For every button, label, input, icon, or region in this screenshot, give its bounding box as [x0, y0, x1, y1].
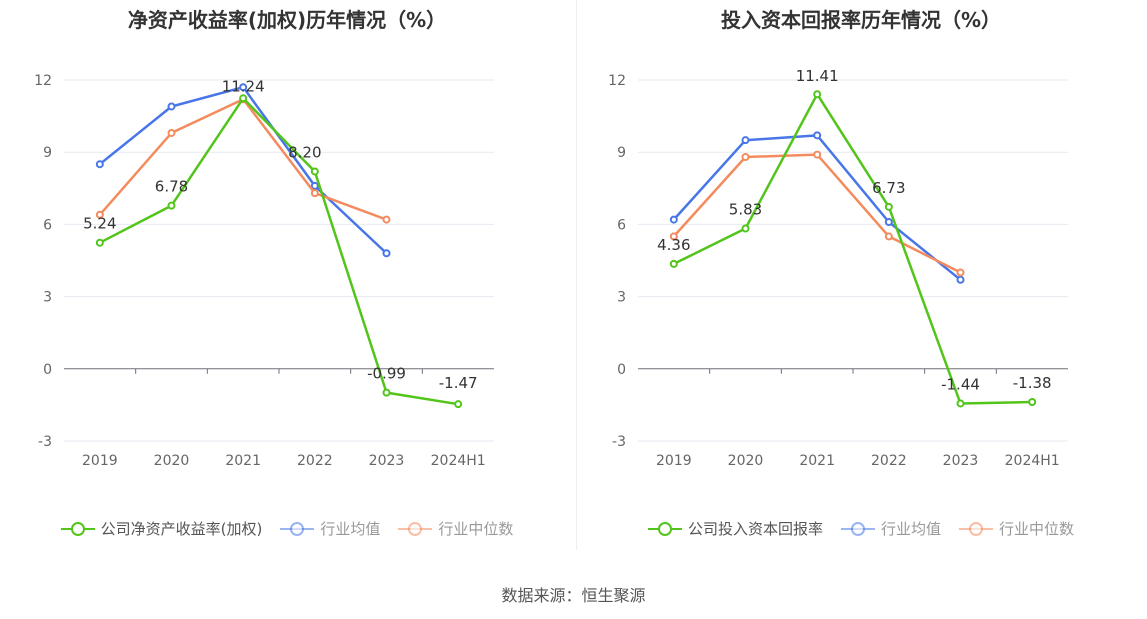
- data-point: [239, 94, 248, 103]
- data-point: [884, 232, 893, 241]
- chart-title: 净资产收益率(加权)历年情况（%）: [127, 8, 447, 32]
- legend-line-icon: [280, 521, 315, 537]
- legend-line-icon: [60, 521, 95, 537]
- legend-label: 行业均值: [880, 520, 941, 538]
- series-line: [99, 85, 388, 255]
- y-tick-label: -3: [38, 434, 52, 450]
- y-tick-label: 0: [43, 362, 52, 378]
- data-point: [95, 160, 104, 169]
- data-label: 6.78: [155, 178, 188, 196]
- data-point: [1028, 398, 1037, 407]
- data-point: [95, 238, 104, 247]
- chart-legend: 公司净资产收益率(加权) 行业均值 行业中位数: [0, 518, 574, 539]
- y-tick-label: 0: [617, 362, 626, 378]
- series-line: [99, 97, 459, 406]
- data-point: [95, 210, 104, 219]
- data-point: [167, 102, 176, 111]
- chart-panel-roic: 投入资本回报率历年情况（%） 12 9 6 3 0 -3 2019 2020 2021 2022 2…: [574, 0, 1147, 560]
- x-tick-label: 2021: [799, 453, 835, 469]
- data-label: 8.20: [288, 143, 321, 161]
- legend-item[interactable]: 行业均值: [280, 518, 380, 539]
- data-label: 5.24: [83, 215, 116, 233]
- data-label: -1.44: [941, 375, 980, 393]
- data-label: 11.24: [222, 77, 265, 95]
- y-tick-label: 12: [34, 73, 52, 89]
- x-tick-label: 2020: [728, 453, 764, 469]
- series-line: [673, 92, 1033, 405]
- x-tick-label: 2022: [297, 453, 333, 469]
- data-point: [884, 217, 893, 226]
- data-point: [669, 215, 678, 224]
- data-point: [310, 181, 319, 190]
- y-tick-label: 6: [43, 217, 52, 233]
- data-point: [669, 232, 678, 241]
- legend-label: 行业均值: [320, 520, 381, 538]
- data-label: 6.73: [872, 179, 905, 197]
- x-tick-label: 2022: [871, 453, 907, 469]
- x-tick-label: 2019: [656, 453, 692, 469]
- data-point: [167, 201, 176, 210]
- data-point: [741, 224, 750, 233]
- data-point: [382, 249, 391, 258]
- legend-line-icon: [398, 521, 433, 537]
- data-point: [813, 150, 822, 159]
- y-tick-label: 9: [617, 145, 626, 161]
- panel-divider: [576, 0, 577, 550]
- legend-item[interactable]: 公司投入资本回报率: [647, 518, 823, 539]
- y-tick-label: -3: [612, 434, 626, 450]
- chart-legend: 公司投入资本回报率 行业均值 行业中位数: [574, 518, 1147, 539]
- x-tick-label: 2023: [369, 453, 405, 469]
- legend-label: 行业中位数: [438, 520, 514, 538]
- data-point: [813, 90, 822, 99]
- chart-plot-roic: 12 9 6 3 0 -3 2019 2020 2021 2022 2023 2024H1 4.36 5.…: [608, 67, 1068, 469]
- data-point: [454, 400, 463, 409]
- y-tick-label: 9: [43, 145, 52, 161]
- x-tick-label: 2023: [943, 453, 979, 469]
- data-point: [310, 167, 319, 176]
- x-tick-label: 2020: [154, 453, 190, 469]
- data-point: [382, 388, 391, 397]
- data-point: [813, 131, 822, 140]
- data-source: 数据来源：恒生聚源: [501, 586, 646, 605]
- y-tick-label: 12: [608, 73, 626, 89]
- y-tick-label: 3: [617, 290, 626, 306]
- legend-item[interactable]: 公司净资产收益率(加权): [60, 518, 263, 539]
- data-label: 5.83: [729, 200, 762, 218]
- legend-label: 公司投入资本回报率: [687, 520, 823, 538]
- legend-line-icon: [959, 521, 993, 537]
- data-point: [382, 215, 391, 224]
- data-point: [669, 259, 678, 268]
- x-tick-label: 2024H1: [431, 453, 486, 469]
- y-tick-label: 3: [43, 290, 52, 306]
- data-point: [239, 83, 248, 92]
- y-tick-label: 6: [617, 217, 626, 233]
- data-point: [956, 399, 965, 408]
- chart-title: 投入资本回报率历年情况（%）: [720, 8, 1002, 32]
- x-tick-label: 2021: [225, 453, 261, 469]
- data-point: [884, 202, 893, 211]
- data-label: -1.47: [439, 374, 478, 392]
- data-point: [167, 128, 176, 137]
- legend-line-icon: [840, 521, 875, 537]
- x-tick-label: 2024H1: [1005, 453, 1060, 469]
- data-point: [310, 189, 319, 198]
- legend-item[interactable]: 行业中位数: [398, 518, 513, 539]
- data-point: [741, 153, 750, 162]
- data-point: [956, 275, 965, 284]
- data-label: 11.41: [796, 67, 839, 85]
- legend-item[interactable]: 行业中位数: [959, 518, 1074, 539]
- chart-panel-roe: 净资产收益率(加权)历年情况（%） 12 9 6 3 0 -3 2019 2020 2021 20…: [0, 0, 574, 560]
- data-label: -1.38: [1013, 374, 1052, 392]
- x-tick-label: 2019: [82, 453, 118, 469]
- data-label: 4.36: [657, 236, 690, 254]
- data-point: [956, 268, 965, 277]
- data-label: -0.99: [367, 365, 406, 383]
- legend-item[interactable]: 行业均值: [840, 518, 941, 539]
- legend-label: 公司净资产收益率(加权): [100, 520, 263, 538]
- legend-line-icon: [647, 521, 682, 537]
- series-line: [98, 98, 387, 221]
- chart-plot-roe: 12 9 6 3 0 -3 2019 2020 2021 2022 2023 2024H1 5.24 6.…: [34, 73, 494, 469]
- legend-label: 行业中位数: [999, 520, 1075, 538]
- data-point: [741, 136, 750, 145]
